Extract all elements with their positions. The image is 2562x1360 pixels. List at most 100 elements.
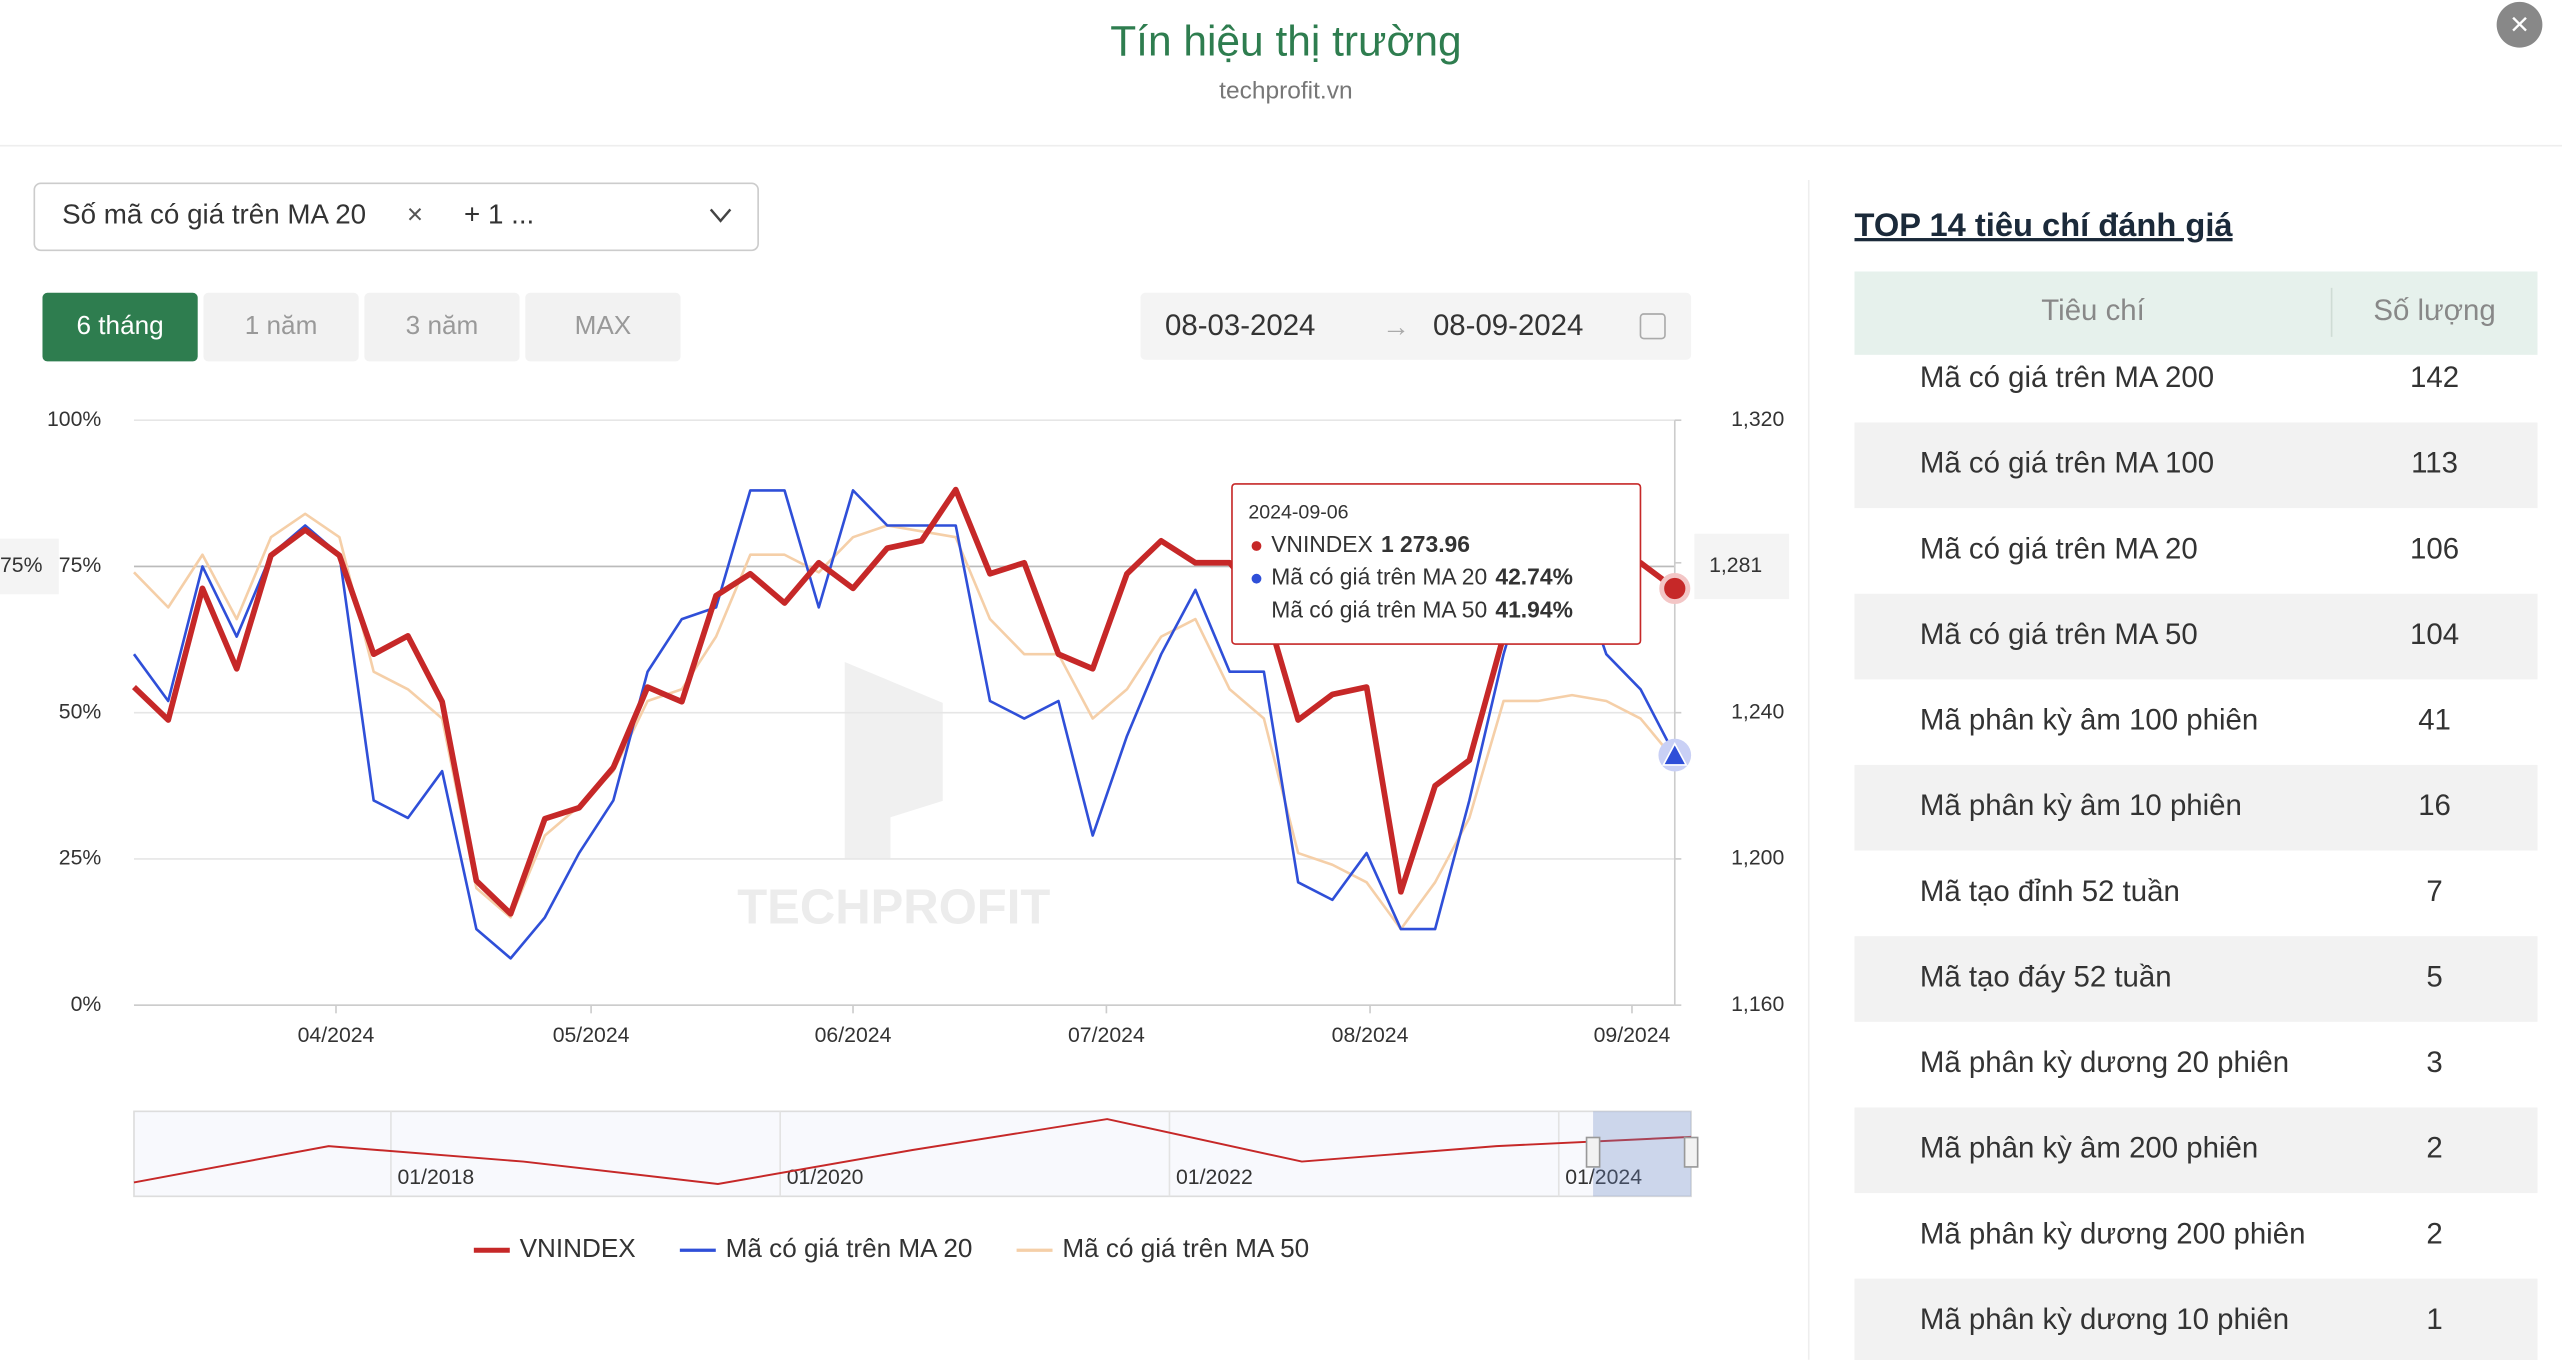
row-count: 2: [2426, 1132, 2442, 1165]
x-tick-label: 05/2024: [553, 1023, 630, 1047]
row-criterion: Mã tạo đỉnh 52 tuần: [1920, 875, 2180, 908]
navigator: [133, 1110, 1692, 1198]
tooltip-name: VNINDEX: [1271, 531, 1373, 557]
navigator-line: [133, 1118, 1692, 1185]
tooltip-value: 1 273.96: [1381, 531, 1470, 557]
series-line: [133, 512, 1676, 931]
y-tick-label: 100%: [47, 407, 101, 431]
row-criterion: Mã có giá trên MA 200: [1920, 361, 2214, 394]
tooltip-dot: [1251, 573, 1262, 584]
navigator-window[interactable]: [1593, 1111, 1692, 1197]
date-range[interactable]: [1140, 292, 1692, 360]
range-label[interactable]: 3 năm: [406, 310, 479, 340]
dropdown-arrow: [709, 208, 732, 223]
row-criterion: Mã tạo đáy 52 tuần: [1920, 960, 2172, 993]
row-criterion: Mã phân kỳ dương 20 phiên: [1920, 1046, 2289, 1079]
range-label[interactable]: 1 năm: [245, 310, 318, 340]
filter-more: + 1 ...: [464, 198, 534, 229]
row-criterion: Mã phân kỳ âm 10 phiên: [1920, 789, 2242, 822]
y-tick-label: 25%: [59, 846, 102, 870]
x-tick-label: 06/2024: [815, 1023, 892, 1047]
tooltip-name: Mã có giá trên MA 50: [1271, 596, 1487, 622]
row-count: 2: [2426, 1217, 2442, 1250]
row-count: 16: [2418, 789, 2451, 822]
navigator-handle[interactable]: [1683, 1136, 1699, 1168]
filter-value: Số mã có giá trên MA 20: [62, 198, 366, 229]
crosshair-y2-label: 1,281: [1709, 553, 1762, 577]
date-from[interactable]: 08-03-2024: [1165, 309, 1315, 342]
navigator-label: 01/2022: [1176, 1165, 1253, 1189]
series-line: [132, 489, 1676, 960]
tooltip-value: 42.74%: [1495, 564, 1573, 590]
tooltip: [1231, 483, 1642, 645]
legend-label[interactable]: Mã có giá trên MA 20: [726, 1233, 973, 1263]
x-tick-label: 04/2024: [298, 1023, 375, 1047]
table-row-bg: [1854, 1278, 2538, 1360]
column-header: Tiêu chí: [2041, 294, 2145, 327]
y2-tick-label: 1,320: [1731, 407, 1784, 431]
close-icon[interactable]: ×: [2510, 5, 2529, 42]
row-count: 5: [2426, 960, 2442, 993]
crosshair-label: 75%: [0, 553, 43, 577]
tooltip-name: Mã có giá trên MA 20: [1271, 564, 1487, 590]
row-criterion: Mã phân kỳ dương 200 phiên: [1920, 1217, 2306, 1250]
calendar-icon[interactable]: [1639, 313, 1666, 340]
watermark: TECHPROFIT: [737, 880, 1050, 934]
row-count: 142: [2410, 361, 2459, 394]
y2-tick-label: 1,160: [1731, 992, 1784, 1016]
hover-marker: [1659, 573, 1691, 605]
page-title: Tín hiệu thị trường: [1110, 19, 1461, 66]
row-count: 1: [2426, 1303, 2442, 1336]
row-criterion: Mã có giá trên MA 100: [1920, 447, 2214, 480]
y-tick-label: 75%: [59, 553, 102, 577]
x-tick-label: 08/2024: [1332, 1023, 1409, 1047]
range-label[interactable]: 6 tháng: [77, 310, 164, 340]
range-button[interactable]: [203, 292, 359, 362]
page-subtitle: techprofit.vn: [1219, 77, 1352, 104]
row-count: 113: [2411, 447, 2458, 480]
legend-label[interactable]: Mã có giá trên MA 50: [1062, 1233, 1309, 1263]
table-row-bg: [1854, 764, 2538, 851]
row-criterion: Mã phân kỳ dương 10 phiên: [1920, 1303, 2289, 1336]
navigator-label: 01/2018: [397, 1165, 474, 1189]
y2-tick-label: 1,240: [1731, 699, 1784, 723]
filter-remove[interactable]: ×: [407, 198, 423, 229]
table-row-bg: [1854, 936, 2538, 1022]
table-row-bg: [1854, 593, 2538, 680]
navigator-label: 01/2020: [787, 1165, 864, 1189]
watermark-logo: [844, 662, 943, 859]
series-line: [132, 486, 1677, 917]
y-tick-label: 0%: [71, 992, 102, 1016]
navigator-label: 01/2024: [1565, 1165, 1642, 1189]
range-label[interactable]: MAX: [575, 310, 632, 340]
tooltip-title: 2024-09-06: [1248, 502, 1348, 524]
range-button[interactable]: [525, 292, 681, 362]
tooltip-value: 41.94%: [1495, 596, 1573, 622]
row-count: 3: [2426, 1046, 2442, 1079]
hover-marker: [1661, 741, 1688, 766]
table-row-bg: [1854, 1107, 2538, 1194]
row-count: 41: [2418, 704, 2451, 737]
row-criterion: Mã có giá trên MA 20: [1920, 532, 2198, 565]
range-button[interactable]: [364, 292, 520, 362]
filter-select[interactable]: [33, 182, 759, 252]
table-row-bg: [1854, 422, 2538, 509]
date-arrow: →: [1382, 311, 1410, 342]
crosshair-label-box: [1694, 533, 1790, 600]
date-to[interactable]: 08-09-2024: [1433, 309, 1583, 342]
y2-tick-label: 1,200: [1731, 846, 1784, 870]
range-button[interactable]: [42, 292, 198, 362]
table-header: [1854, 271, 2538, 355]
legend-label[interactable]: VNINDEX: [520, 1233, 636, 1263]
close-button[interactable]: [2496, 1, 2543, 48]
crosshair-label-box: [0, 538, 59, 595]
row-criterion: Mã có giá trên MA 50: [1920, 618, 2198, 651]
tooltip-dot: [1251, 541, 1262, 551]
row-count: 104: [2410, 618, 2459, 651]
x-tick-label: 07/2024: [1068, 1023, 1145, 1047]
navigator-handle[interactable]: [1585, 1136, 1601, 1168]
column-header: Số lượng: [2373, 294, 2495, 327]
row-count: 106: [2410, 532, 2459, 565]
